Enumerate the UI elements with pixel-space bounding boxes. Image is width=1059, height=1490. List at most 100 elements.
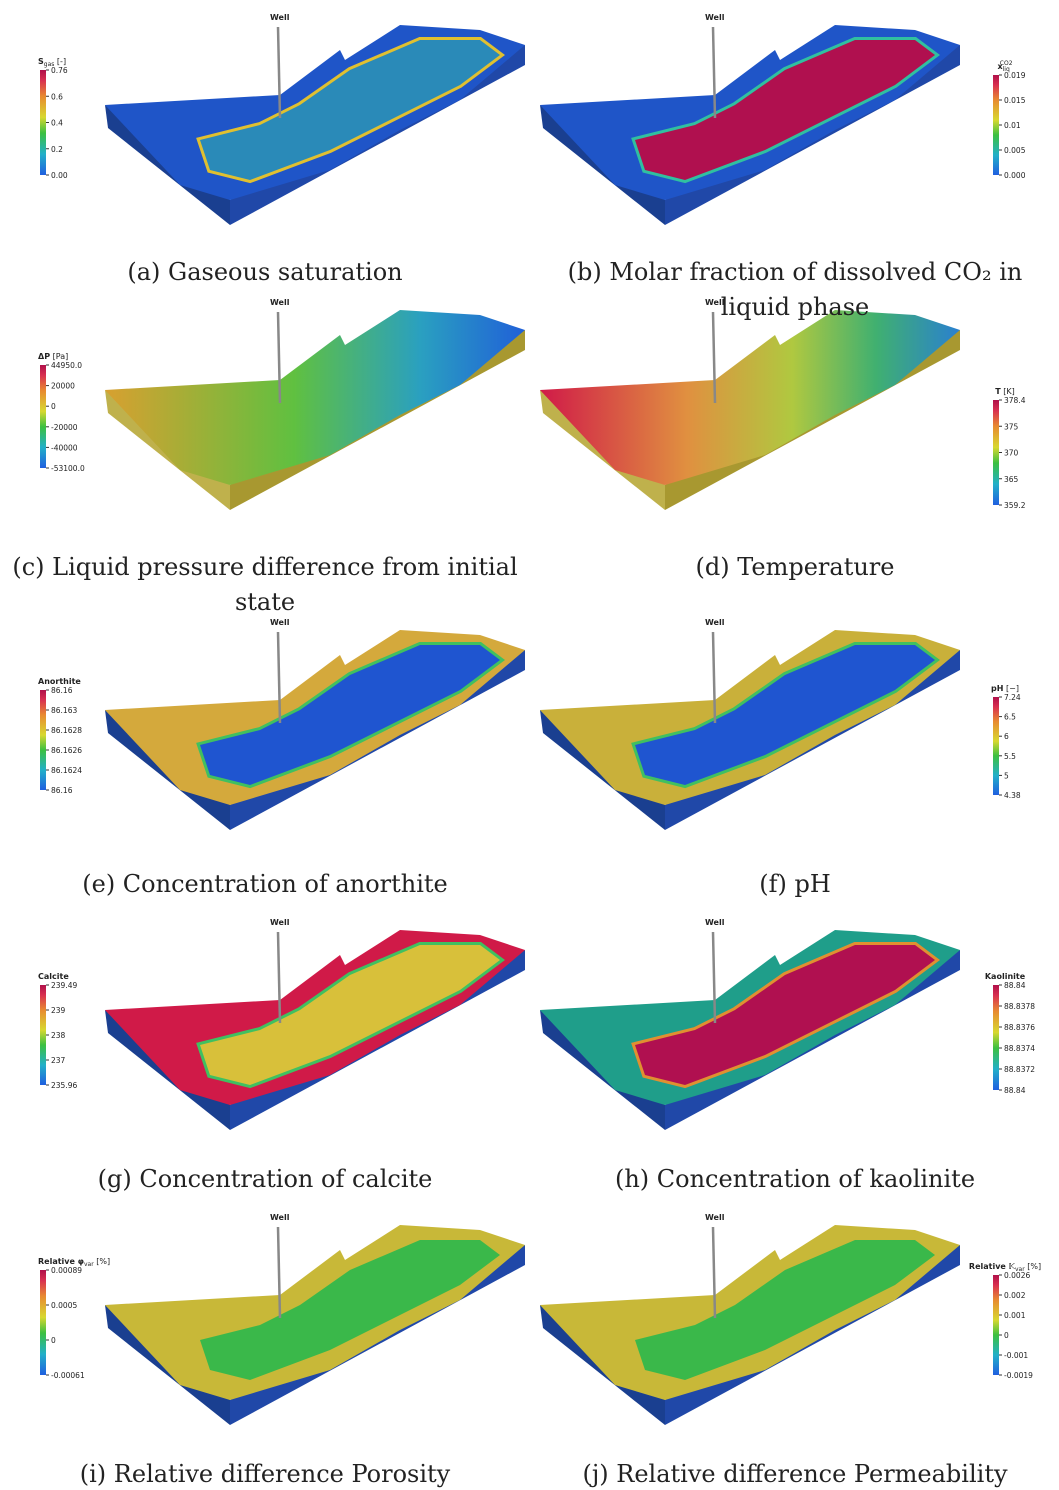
- caption-line: (a) Gaseous saturation: [127, 258, 403, 286]
- caption: (b) Molar fraction of dissolved CO₂ in li…: [535, 255, 1055, 325]
- colorbar: [40, 365, 46, 468]
- colorbar-tick-label: 0: [51, 402, 56, 411]
- caption-line: (b) Molar fraction of dissolved CO₂ in: [567, 258, 1023, 286]
- colorbar-title: Relative φvar [%]: [38, 1257, 110, 1268]
- colorbar-tick-label: 86.16: [51, 786, 73, 795]
- colorbar-tick-label: 86.1628: [51, 726, 82, 735]
- panel: Well pH [−]7.24 6.5 6 5.5 5 4.38: [540, 618, 1021, 830]
- well: [711, 311, 717, 404]
- well-label: Well: [270, 1213, 290, 1222]
- title-symbol: Kaolinite: [985, 972, 1026, 981]
- colorbar-tick-label: 86.1624: [51, 766, 82, 775]
- colorbar-tick-label: 0.000: [1004, 171, 1026, 180]
- colorbar-tick-label: 88.8376: [1004, 1023, 1035, 1032]
- colorbar-tick-label: 239.49: [51, 981, 77, 990]
- plume: [200, 645, 500, 785]
- colorbar-tick-label: 86.163: [51, 706, 77, 715]
- well: [711, 931, 717, 1024]
- colorbar-tick-label: 237: [51, 1056, 66, 1065]
- well-label: Well: [705, 13, 725, 22]
- title-symbol: ΔP: [38, 352, 50, 361]
- colorbar-title: Sgas [-]: [38, 57, 66, 68]
- colorbar-tick-label: 5: [1004, 771, 1009, 780]
- colorbar-tick-label: 44950.0: [51, 361, 82, 370]
- caption: (h) Concentration of kaolinite: [535, 1162, 1055, 1197]
- well: [711, 1226, 717, 1319]
- colorbar: [993, 1275, 999, 1375]
- colorbar-title: pH [−]: [991, 684, 1019, 693]
- colorbar-tick-label: 0: [51, 1336, 56, 1345]
- slab-top: [105, 310, 525, 485]
- colorbar-tick-label: -53100.0: [51, 464, 85, 473]
- plume: [635, 945, 935, 1085]
- caption-line: (g) Concentration of calcite: [97, 1165, 433, 1193]
- colorbar-tick-label: 0.0026: [1004, 1271, 1030, 1280]
- title-symbol: T: [995, 387, 1001, 396]
- well-label: Well: [270, 298, 290, 307]
- colorbar: [993, 697, 999, 795]
- title-unit: [-]: [54, 57, 66, 66]
- title-unit: [%]: [94, 1257, 110, 1266]
- caption-line: (e) Concentration of anorthite: [82, 870, 448, 898]
- colorbar-tick-label: 359.2: [1004, 501, 1026, 510]
- well: [711, 631, 717, 724]
- title-sub: gas: [44, 61, 55, 68]
- caption-line: state: [234, 588, 296, 616]
- colorbar-tick-label: 6.5: [1004, 713, 1016, 722]
- colorbar-tick-label: -40000: [51, 443, 78, 452]
- well: [276, 931, 282, 1024]
- caption-line: (h) Concentration of kaolinite: [614, 1165, 976, 1193]
- title-unit: [−]: [1003, 684, 1019, 693]
- colorbar-tick-label: 88.84: [1004, 981, 1026, 990]
- title-symbol: 𝕂: [1009, 1262, 1016, 1271]
- title-symbol: S: [38, 57, 44, 66]
- caption: (i) Relative difference Porosity: [5, 1457, 525, 1490]
- plume: [635, 1240, 935, 1380]
- colorbar-title: Anorthite: [38, 677, 81, 686]
- colorbar-tick-label: 365: [1004, 475, 1019, 484]
- caption: (g) Concentration of calcite: [5, 1162, 525, 1197]
- title-symbol: pH: [991, 684, 1003, 693]
- well-label: Well: [705, 918, 725, 927]
- colorbar-tick-label: 0.005: [1004, 146, 1026, 155]
- well-label: Well: [705, 1213, 725, 1222]
- colorbar-title: Calcite: [38, 972, 69, 981]
- colorbar: [40, 70, 46, 175]
- caption-line: (f) pH: [759, 870, 831, 898]
- well-label: Well: [270, 13, 290, 22]
- title-symbol: x: [997, 62, 1003, 71]
- colorbar-tick-label: 0.00089: [51, 1266, 82, 1275]
- well-label: Well: [705, 298, 725, 307]
- plume: [635, 40, 935, 180]
- colorbar-tick-label: -0.00061: [51, 1371, 85, 1380]
- colorbar-tick-label: -0.001: [1004, 1351, 1028, 1360]
- caption: (f) pH: [535, 867, 1055, 902]
- caption: (e) Concentration of anorthite: [5, 867, 525, 902]
- colorbar-tick-label: 0: [1004, 1331, 1009, 1340]
- colorbar-tick-label: 370: [1004, 449, 1019, 458]
- colorbar-tick-label: 0.0005: [51, 1301, 77, 1310]
- colorbar-tick-label: 0.76: [51, 66, 68, 75]
- colorbar-tick-label: 0.01: [1004, 121, 1021, 130]
- colorbar: [993, 75, 999, 175]
- colorbar-tick-label: 7.24: [1004, 693, 1021, 702]
- slab-top: [540, 310, 960, 485]
- title-symbol: Anorthite: [38, 677, 81, 686]
- colorbar-tick-label: 0.015: [1004, 96, 1026, 105]
- colorbar-tick-label: 378.4: [1004, 396, 1026, 405]
- panel: WellAnorthite86.1686.16386.162886.162686…: [38, 618, 525, 830]
- title-sub: var: [1015, 1266, 1025, 1273]
- panel: WellKaolinite88.8488.837888.837688.83748…: [540, 918, 1035, 1130]
- title-unit: [Pa]: [50, 352, 68, 361]
- colorbar-tick-label: 0.4: [51, 119, 63, 128]
- colorbar-title: T [K]: [995, 387, 1015, 396]
- colorbar-title: xliqCO2: [997, 60, 1012, 73]
- well: [276, 311, 282, 404]
- title-symbol: Calcite: [38, 972, 69, 981]
- colorbar: [40, 1270, 46, 1375]
- colorbar-tick-label: 0.6: [51, 92, 63, 101]
